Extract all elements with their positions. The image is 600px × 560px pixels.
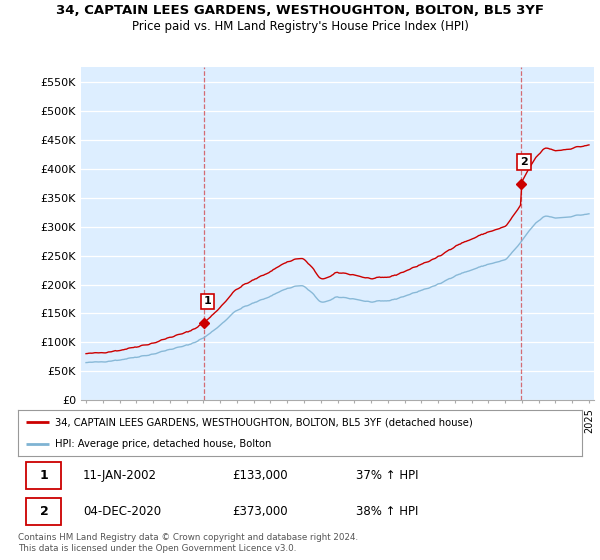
Text: 1: 1 (40, 469, 49, 482)
FancyBboxPatch shape (26, 498, 61, 525)
Text: 2: 2 (40, 505, 49, 518)
Text: 34, CAPTAIN LEES GARDENS, WESTHOUGHTON, BOLTON, BL5 3YF: 34, CAPTAIN LEES GARDENS, WESTHOUGHTON, … (56, 4, 544, 17)
Text: 1: 1 (203, 296, 211, 306)
Text: HPI: Average price, detached house, Bolton: HPI: Average price, detached house, Bolt… (55, 440, 271, 450)
Text: 04-DEC-2020: 04-DEC-2020 (83, 505, 161, 518)
Text: £133,000: £133,000 (232, 469, 288, 482)
Text: Price paid vs. HM Land Registry's House Price Index (HPI): Price paid vs. HM Land Registry's House … (131, 20, 469, 32)
Text: 11-JAN-2002: 11-JAN-2002 (83, 469, 157, 482)
Text: 34, CAPTAIN LEES GARDENS, WESTHOUGHTON, BOLTON, BL5 3YF (detached house): 34, CAPTAIN LEES GARDENS, WESTHOUGHTON, … (55, 417, 472, 427)
FancyBboxPatch shape (26, 462, 61, 488)
Text: £373,000: £373,000 (232, 505, 288, 518)
Text: 2: 2 (520, 157, 528, 167)
Text: Contains HM Land Registry data © Crown copyright and database right 2024.
This d: Contains HM Land Registry data © Crown c… (18, 533, 358, 553)
Text: 38% ↑ HPI: 38% ↑ HPI (356, 505, 419, 518)
Text: 37% ↑ HPI: 37% ↑ HPI (356, 469, 419, 482)
